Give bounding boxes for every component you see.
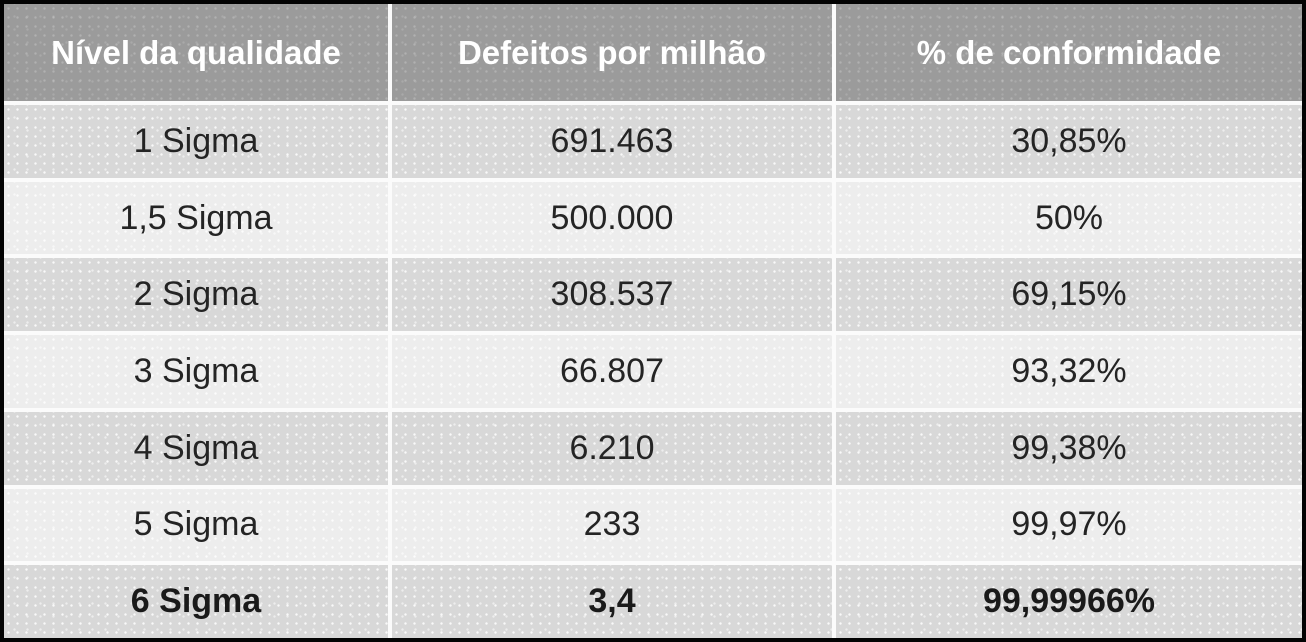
cell-conformity-percent: 99,38% [836,411,1302,485]
cell-conformity-percent: 50% [836,181,1302,255]
column-header-conformity-percent: % de conformidade [836,4,1302,101]
cell-conformity-percent: 99,99966% [836,565,1302,638]
cell-quality-level: 3 Sigma [4,335,388,408]
cell-defects-per-million: 3,4 [392,565,832,638]
cell-defects-per-million: 66.807 [392,335,832,408]
cell-defects-per-million: 233 [392,488,832,562]
cell-conformity-percent: 99,97% [836,488,1302,562]
cell-quality-level: 1 Sigma [4,105,388,178]
sigma-quality-table: Nível da qualidade Defeitos por milhão %… [4,4,1302,638]
cell-defects-per-million: 500.000 [392,181,832,255]
cell-defects-per-million: 691.463 [392,105,832,178]
cell-conformity-percent: 69,15% [836,258,1302,332]
cell-quality-level: 2 Sigma [4,258,388,332]
cell-quality-level: 4 Sigma [4,411,388,485]
cell-defects-per-million: 6.210 [392,411,832,485]
cell-quality-level: 5 Sigma [4,488,388,562]
cell-conformity-percent: 30,85% [836,105,1302,178]
cell-defects-per-million: 308.537 [392,258,832,332]
cell-quality-level: 6 Sigma [4,565,388,638]
column-header-quality-level: Nível da qualidade [4,4,388,101]
cell-quality-level: 1,5 Sigma [4,181,388,255]
column-header-defects-per-million: Defeitos por milhão [392,4,832,101]
cell-conformity-percent: 93,32% [836,335,1302,408]
